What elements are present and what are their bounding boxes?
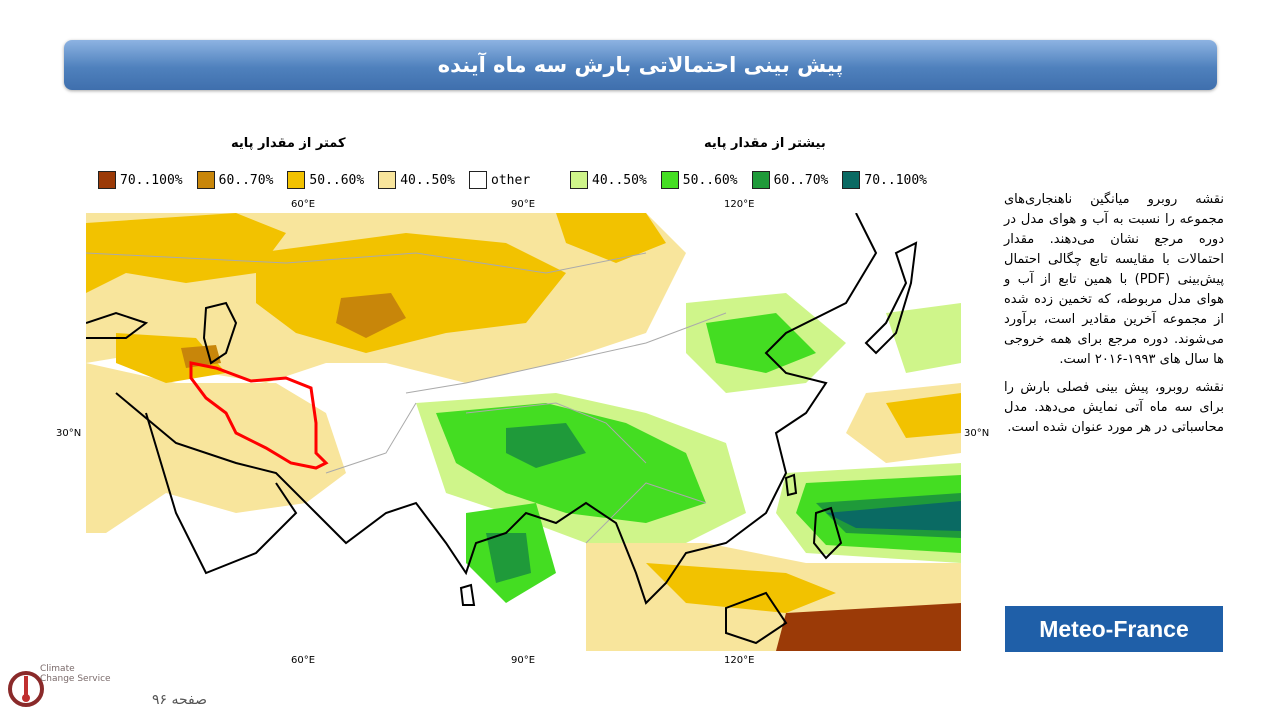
logo-thermometer — [24, 676, 28, 696]
legend-item: 40..50% — [570, 171, 647, 189]
legend-swatch — [196, 171, 215, 189]
country-border — [405, 312, 727, 394]
legend-swatch — [378, 171, 397, 189]
above-normal-areas — [416, 293, 961, 603]
coastline-japan — [864, 241, 918, 355]
legend-label: 60..70% — [773, 172, 829, 188]
coastline-black-sea — [85, 311, 149, 339]
legend-above: 40..50% 50..60% 60..70% 70..100% — [570, 169, 941, 191]
above-60-70-area — [486, 533, 531, 583]
title-bar: پیش بینی احتمالاتی بارش سه ماه آینده — [64, 40, 1217, 90]
legend-label: 70..100% — [120, 172, 183, 188]
below-50-60-area — [556, 213, 666, 263]
below-normal-areas — [86, 213, 961, 651]
source-label: Meteo-France — [1005, 606, 1223, 652]
logo-text: Climate Change Service — [40, 664, 111, 684]
legend-label: 70..100% — [864, 172, 928, 188]
below-50-60-area — [256, 233, 566, 353]
climate-service-logo — [8, 671, 44, 707]
iran-outline — [189, 361, 329, 470]
coastlines — [85, 212, 918, 645]
above-40-50-area — [886, 303, 961, 373]
legend-swatch — [751, 171, 770, 189]
logo-bulb — [22, 694, 30, 702]
logo-ring — [8, 671, 44, 707]
lat-label-left: 30°N — [56, 428, 82, 439]
above-50-60-area — [436, 403, 706, 523]
lon-label-top: 60°E — [291, 199, 316, 210]
coastline-arabia — [145, 412, 298, 575]
coastline-south-asia — [115, 212, 878, 605]
below-50-60-area — [116, 333, 226, 383]
description-text: نقشه روبرو میانگین ناهنجاری‌های مجموعه ر… — [1004, 190, 1224, 446]
legend-item: 70..100% — [98, 171, 183, 189]
legend-item: 60..70% — [196, 171, 274, 189]
borders — [85, 252, 727, 544]
legend-swatch — [469, 171, 488, 189]
legend-swatch — [842, 171, 861, 189]
coastline-taiwan — [784, 473, 798, 497]
legend-swatch — [570, 171, 588, 189]
legend-item: 60..70% — [751, 171, 829, 189]
legend-label: 50..60% — [682, 172, 738, 188]
legend-item: 70..100% — [842, 171, 927, 189]
page-number: صفحه ۹۶ — [152, 692, 208, 708]
legend-item: other — [469, 171, 530, 189]
legend-heading-below: کمتر از مقدار پایه — [231, 136, 346, 151]
legend-item: 50..60% — [660, 171, 738, 189]
description-paragraph-1: نقشه روبرو میانگین ناهنجاری‌های مجموعه ر… — [1004, 192, 1224, 367]
lon-label-bottom: 60°E — [291, 655, 316, 666]
legend-item: 40..50% — [378, 171, 455, 189]
legend-label: 40..50% — [400, 172, 456, 188]
country-border — [325, 402, 417, 474]
description-paragraph-2: نقشه روبرو، پیش بینی فصلی بارش را برای س… — [1004, 380, 1224, 435]
legend-swatch — [287, 171, 306, 189]
below-50-60-area — [646, 563, 836, 613]
legend-label: 60..70% — [218, 172, 274, 188]
country-border — [585, 482, 707, 544]
above-60-70-area — [506, 423, 586, 468]
coastline-srilanka — [459, 583, 476, 606]
above-50-60-area — [706, 313, 816, 373]
below-70-100-area — [776, 603, 961, 651]
coastline-borneo — [725, 591, 788, 645]
lon-label-bottom: 90°E — [511, 655, 536, 666]
country-border — [85, 252, 647, 274]
legend-label: 40..50% — [592, 172, 647, 188]
lon-label-top: 120°E — [724, 199, 755, 210]
lat-label-right: 30°N — [964, 428, 990, 439]
logo-line: Climate — [40, 664, 75, 674]
below-50-60-area — [86, 213, 286, 293]
below-50-60-area — [886, 393, 961, 438]
coastline-philippines — [812, 506, 843, 560]
legend-below: 70..100% 60..70% 50..60% 40..50% other — [98, 169, 544, 191]
page-title: پیش بینی احتمالاتی بارش سه ماه آینده — [437, 53, 844, 77]
country-border — [465, 402, 647, 464]
above-70-100-area — [826, 501, 961, 531]
precipitation-map — [85, 212, 961, 651]
legend-item: 50..60% — [287, 171, 364, 189]
legend-swatch — [98, 171, 116, 189]
below-60-70-area — [336, 293, 406, 338]
source-text: Meteo-France — [1039, 615, 1189, 642]
lon-label-top: 90°E — [511, 199, 536, 210]
coastline-caspian — [202, 301, 238, 365]
legend-label: other — [491, 172, 531, 188]
map-svg — [85, 212, 961, 651]
legend-heading-above: بیشتر از مقدار پایه — [704, 136, 826, 151]
lon-label-bottom: 120°E — [724, 655, 755, 666]
logo-line: Change Service — [40, 674, 111, 684]
legend-swatch — [660, 171, 679, 189]
legend-label: 50..60% — [309, 172, 365, 188]
